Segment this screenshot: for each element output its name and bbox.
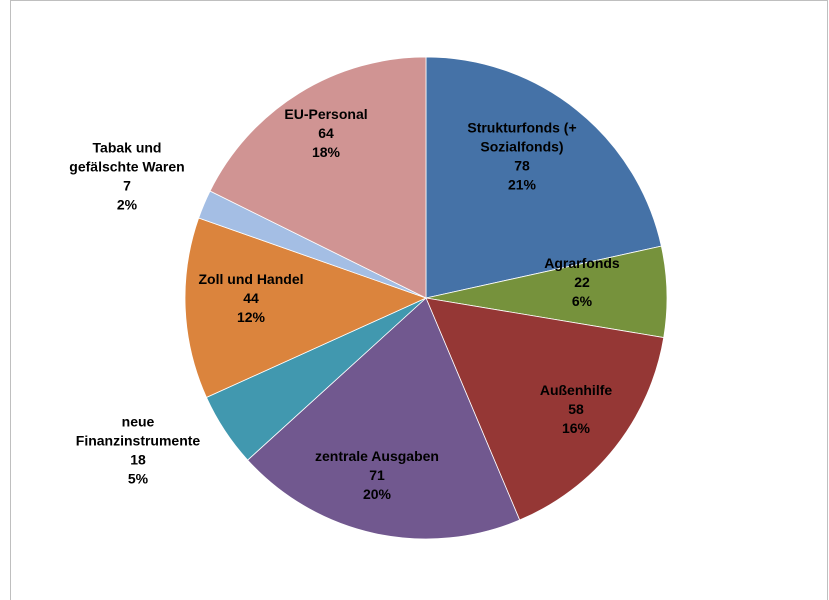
slice-label-percent: 18% — [312, 144, 341, 160]
pie-slice-3 — [247, 297, 521, 540]
pie-slice-0 — [425, 56, 662, 299]
slice-label-value: 71 — [369, 467, 385, 483]
slice-label-value: 18 — [130, 452, 146, 468]
slice-label-percent: 6% — [572, 293, 593, 309]
pie-slice-7 — [209, 56, 427, 299]
slice-label-name: EU-Personal — [284, 106, 367, 122]
slice-label-percent: 5% — [128, 471, 149, 487]
slice-label-percent: 12% — [237, 309, 266, 325]
slice-label-name: zentrale Ausgaben — [315, 448, 439, 464]
slice-label-name: Außenhilfe — [540, 382, 613, 398]
slice-label-2: Außenhilfe 58 16% — [540, 382, 613, 436]
slice-label-name: Tabak und — [93, 140, 162, 156]
slice-label-5: Zoll und Handel 44 12% — [199, 271, 304, 325]
slice-label-name: Agrarfonds — [544, 255, 620, 271]
slice-label-4: neue Finanzinstrumente 18 5% — [76, 414, 201, 487]
pie-slice-5 — [184, 217, 428, 398]
slice-label-percent: 16% — [562, 420, 591, 436]
slice-label-name: gefälschte Waren — [69, 159, 184, 175]
slice-label-percent: 20% — [363, 486, 392, 502]
slice-label-percent: 21% — [508, 177, 537, 193]
slice-label-value: 64 — [318, 125, 334, 141]
slice-label-value: 7 — [123, 178, 131, 194]
slice-label-value: 78 — [514, 158, 530, 174]
slice-label-name: Finanzinstrumente — [76, 433, 201, 449]
slice-label-name: neue — [122, 414, 155, 430]
slice-label-name: Sozialfonds) — [480, 139, 563, 155]
pie-slice-2 — [425, 297, 665, 521]
slice-label-percent: 2% — [117, 197, 138, 213]
slice-label-value: 44 — [243, 290, 259, 306]
slice-label-6: Tabak und gefälschte Waren 7 2% — [69, 140, 184, 213]
slice-label-1: Agrarfonds 22 6% — [544, 255, 620, 309]
slice-label-7: EU-Personal 64 18% — [284, 106, 367, 160]
slice-label-value: 22 — [574, 274, 590, 290]
slice-label-name: Strukturfonds (+ — [467, 120, 576, 136]
slice-label-3: zentrale Ausgaben 71 20% — [315, 448, 439, 502]
slice-label-value: 58 — [568, 401, 584, 417]
slice-label-0: Strukturfonds (+ Sozialfonds) 78 21% — [467, 120, 576, 193]
slice-label-name: Zoll und Handel — [199, 271, 304, 287]
